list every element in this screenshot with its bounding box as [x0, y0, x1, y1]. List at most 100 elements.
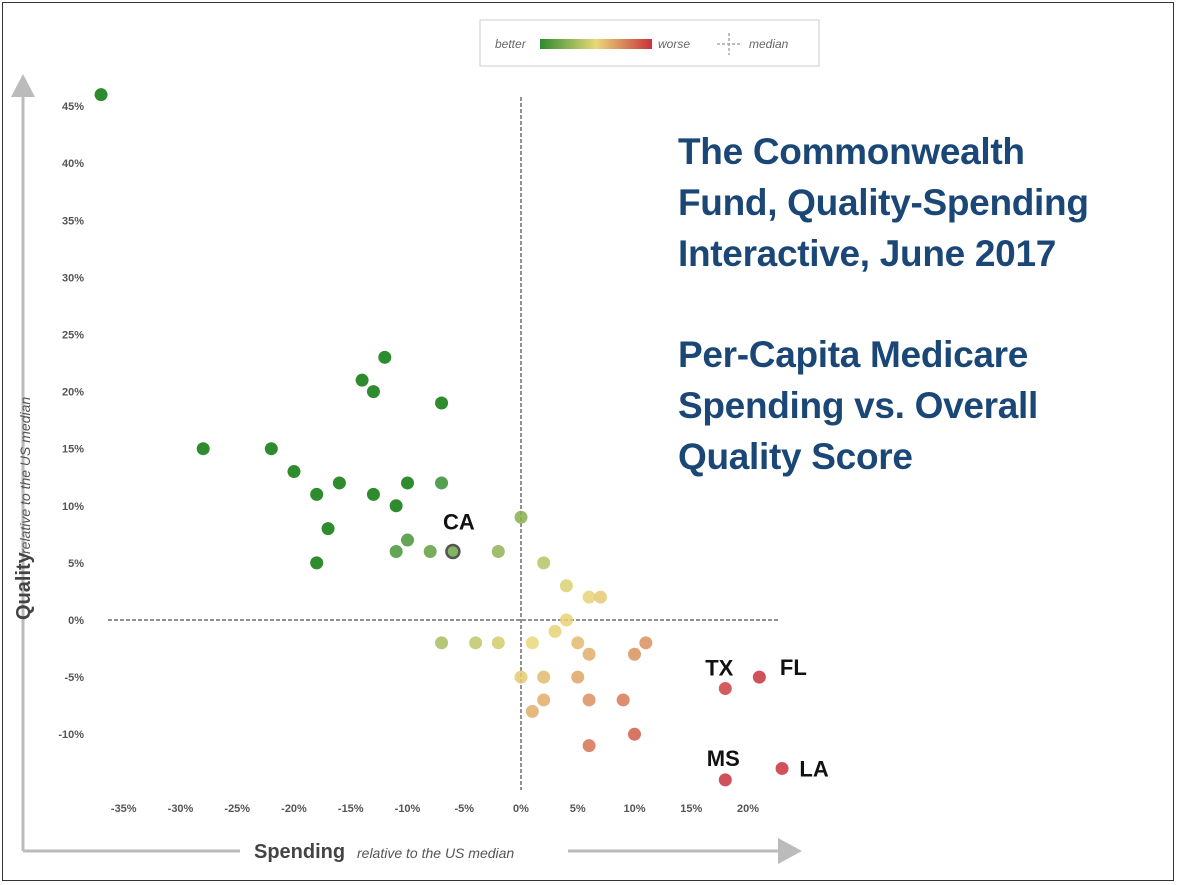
y-tick-label: 20%	[62, 387, 84, 399]
x-tick-label: 20%	[737, 803, 759, 815]
x-tick-label: -5%	[454, 803, 474, 815]
data-point[interactable]	[582, 739, 596, 753]
data-point[interactable]	[537, 556, 551, 570]
y-tick-label: 10%	[62, 501, 84, 513]
data-point[interactable]	[616, 693, 630, 707]
data-point[interactable]	[537, 670, 551, 684]
data-point[interactable]	[435, 476, 449, 490]
legend-better-label: better	[495, 37, 527, 51]
data-point[interactable]	[559, 613, 573, 627]
x-tick-label: -20%	[281, 803, 307, 815]
x-tick-label: -30%	[168, 803, 194, 815]
legend-gradient-bar	[540, 39, 652, 49]
data-point-labels: CA TX FL MS LA	[443, 509, 829, 781]
data-point[interactable]	[775, 761, 789, 775]
data-point-ca[interactable]	[445, 543, 461, 560]
title-line: Fund, Quality-Spending	[678, 182, 1089, 223]
data-point[interactable]	[401, 476, 414, 490]
legend-box	[479, 19, 820, 67]
data-point[interactable]	[469, 636, 483, 650]
data-point[interactable]	[435, 636, 449, 650]
data-point[interactable]	[94, 88, 108, 102]
y-tick-label: -10%	[58, 729, 84, 741]
data-point[interactable]	[366, 487, 380, 501]
data-point[interactable]	[332, 476, 346, 490]
data-point[interactable]	[571, 636, 585, 650]
data-point[interactable]	[628, 647, 641, 661]
x-tick-label: 0%	[513, 803, 529, 815]
legend: better worse median	[479, 19, 820, 67]
title-line: The Commonwealth	[678, 131, 1025, 172]
point-label-ms: MS	[707, 746, 740, 771]
data-point[interactable]	[571, 670, 585, 684]
x-axis-title: Spending	[254, 841, 345, 863]
data-point[interactable]	[639, 636, 653, 650]
data-point[interactable]	[389, 544, 403, 558]
x-tick-label: -15%	[338, 803, 364, 815]
point-label-fl: FL	[780, 655, 807, 680]
y-tick-label: 35%	[62, 215, 84, 227]
legend-worse-label: worse	[658, 37, 690, 51]
y-tick-label: 30%	[62, 272, 84, 284]
data-point[interactable]	[718, 773, 732, 787]
point-label-ca: CA	[443, 509, 475, 534]
x-tick-label: -25%	[224, 803, 250, 815]
chart-title-block: The Commonwealth Fund, Quality-Spending …	[678, 126, 1148, 482]
y-tick-label: 15%	[62, 444, 84, 456]
data-point[interactable]	[389, 499, 403, 513]
data-point[interactable]	[310, 556, 324, 570]
data-point[interactable]	[287, 465, 301, 479]
y-tick-label: -5%	[64, 672, 84, 684]
data-points	[94, 88, 789, 787]
x-tick-labels: -35% -30% -25% -20% -15% -10% -5% 0% 5% 10% 15% 20%	[111, 803, 759, 815]
y-axis-subtitle: relative to the US median	[17, 397, 33, 554]
data-point[interactable]	[491, 636, 505, 650]
data-point[interactable]	[355, 373, 369, 387]
data-point[interactable]	[514, 670, 528, 684]
median-crosshair-icon	[717, 33, 740, 55]
data-point[interactable]	[196, 442, 210, 456]
data-point[interactable]	[423, 544, 437, 558]
x-tick-label: -10%	[395, 803, 421, 815]
data-point[interactable]	[525, 704, 539, 718]
data-point[interactable]	[366, 385, 380, 399]
data-point[interactable]	[548, 624, 562, 638]
point-label-tx: TX	[705, 656, 733, 681]
data-point[interactable]	[264, 442, 278, 456]
y-tick-label: 0%	[68, 615, 84, 627]
data-point[interactable]	[514, 510, 528, 524]
data-point[interactable]	[401, 533, 414, 547]
legend-median-label: median	[749, 37, 789, 51]
data-point[interactable]	[435, 396, 449, 410]
y-tick-label: 25%	[62, 330, 84, 342]
x-tick-label: -35%	[111, 803, 137, 815]
data-point[interactable]	[537, 693, 551, 707]
data-point[interactable]	[491, 544, 505, 558]
data-point[interactable]	[582, 590, 596, 604]
data-point[interactable]	[321, 522, 335, 536]
data-point[interactable]	[582, 693, 596, 707]
y-axis-title: Quality	[13, 551, 35, 620]
data-point[interactable]	[593, 590, 607, 604]
data-point[interactable]	[525, 636, 539, 650]
subtitle-line: Spending vs. Overall	[678, 385, 1039, 426]
data-point[interactable]	[559, 579, 573, 593]
subtitle-line: Per-Capita Medicare	[678, 334, 1029, 375]
data-point[interactable]	[628, 727, 641, 741]
data-point[interactable]	[582, 647, 596, 661]
x-axis-subtitle: relative to the US median	[357, 845, 514, 861]
y-tick-labels: 45% 40% 35% 30% 25% 20% 15% 10% 5% 0% -5% -10%	[58, 101, 84, 741]
x-axis-arrow	[23, 838, 802, 864]
data-point[interactable]	[310, 487, 324, 501]
data-point[interactable]	[378, 350, 392, 364]
x-tick-label: 5%	[570, 803, 586, 815]
data-point[interactable]	[752, 670, 766, 684]
y-tick-label: 45%	[62, 101, 84, 113]
x-tick-label: 10%	[623, 803, 645, 815]
subtitle-line: Quality Score	[678, 436, 913, 477]
data-point[interactable]	[718, 682, 732, 696]
title-line: Interactive, June 2017	[678, 233, 1056, 274]
x-tick-label: 15%	[680, 803, 702, 815]
